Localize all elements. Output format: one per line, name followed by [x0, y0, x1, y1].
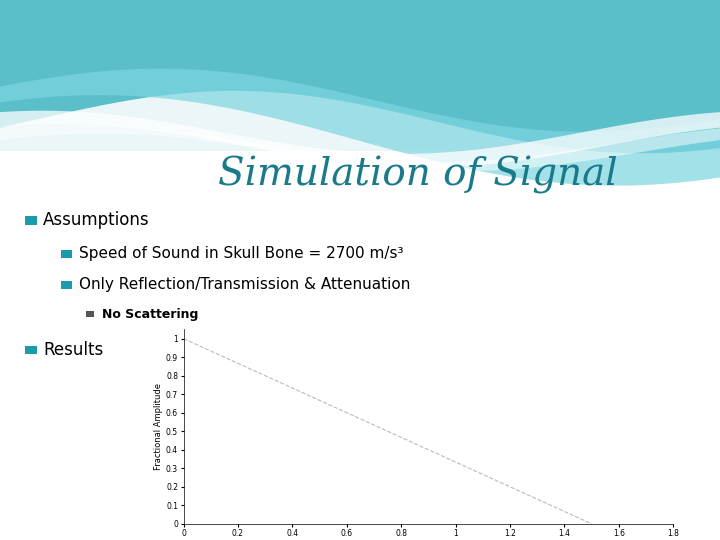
Bar — [86, 311, 94, 317]
Text: Simulation of Signal: Simulation of Signal — [217, 157, 618, 194]
Y-axis label: Fractional Amplitude: Fractional Amplitude — [154, 383, 163, 470]
Text: Results: Results — [43, 341, 104, 359]
Polygon shape — [0, 69, 720, 186]
Bar — [61, 249, 72, 258]
Polygon shape — [0, 0, 720, 153]
Polygon shape — [0, 124, 720, 171]
Polygon shape — [0, 111, 720, 167]
Text: No Scattering: No Scattering — [102, 308, 199, 321]
Text: Speed of Sound in Skull Bone = 2700 m/s³: Speed of Sound in Skull Bone = 2700 m/s³ — [79, 246, 404, 261]
Text: Assumptions: Assumptions — [43, 211, 150, 230]
Text: Only Reflection/Transmission & Attenuation: Only Reflection/Transmission & Attenuati… — [79, 277, 410, 292]
Bar — [0, 151, 720, 540]
Bar — [25, 346, 37, 354]
Bar — [61, 281, 72, 288]
Bar — [25, 216, 37, 225]
